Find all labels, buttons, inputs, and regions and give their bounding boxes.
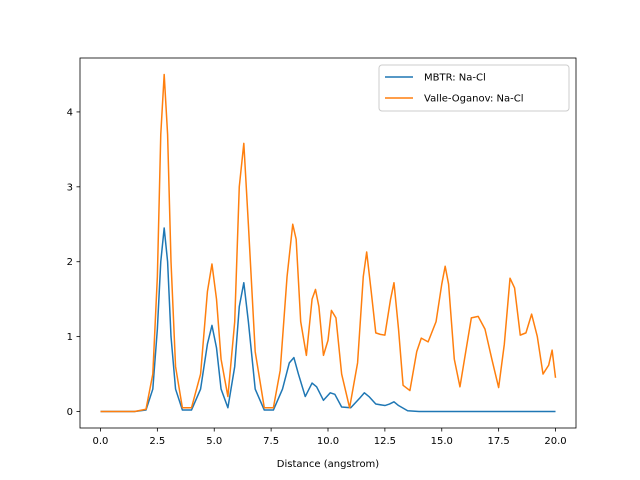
x-tick-label: 7.5: [263, 436, 279, 447]
x-tick-label: 12.5: [374, 436, 396, 447]
y-tick-label: 2: [67, 257, 73, 268]
legend: MBTR: Na-Cl Valle-Oganov: Na-Cl: [378, 64, 570, 112]
x-tick-label: 20.0: [544, 436, 566, 447]
legend-box: [378, 64, 570, 112]
y-tick-label: 4: [67, 107, 73, 118]
x-axis: 0.0 2.5 5.0 7.5 10.0 12.5 15.0 17.5 20.0: [93, 428, 567, 447]
series-line-mbtr: [100, 227, 556, 413]
y-axis: 0 1 2 3 4: [67, 107, 80, 418]
x-tick-label: 0.0: [93, 436, 109, 447]
legend-label-mbtr: MBTR: Na-Cl: [424, 73, 486, 84]
series-line-valle-oganov: [100, 73, 557, 413]
x-tick-label: 15.0: [431, 436, 453, 447]
x-tick-label: 10.0: [317, 436, 339, 447]
y-tick-label: 1: [67, 332, 73, 343]
y-tick-label: 3: [67, 182, 73, 193]
plot-area: [100, 73, 557, 413]
x-axis-label: Distance (angstrom): [277, 459, 380, 470]
axes-frame: [79, 57, 577, 429]
x-tick-label: 2.5: [149, 436, 165, 447]
y-tick-label: 0: [67, 407, 73, 418]
x-tick-label: 5.0: [206, 436, 222, 447]
legend-label-valle-oganov: Valle-Oganov: Na-Cl: [424, 94, 524, 105]
x-tick-label: 17.5: [488, 436, 510, 447]
